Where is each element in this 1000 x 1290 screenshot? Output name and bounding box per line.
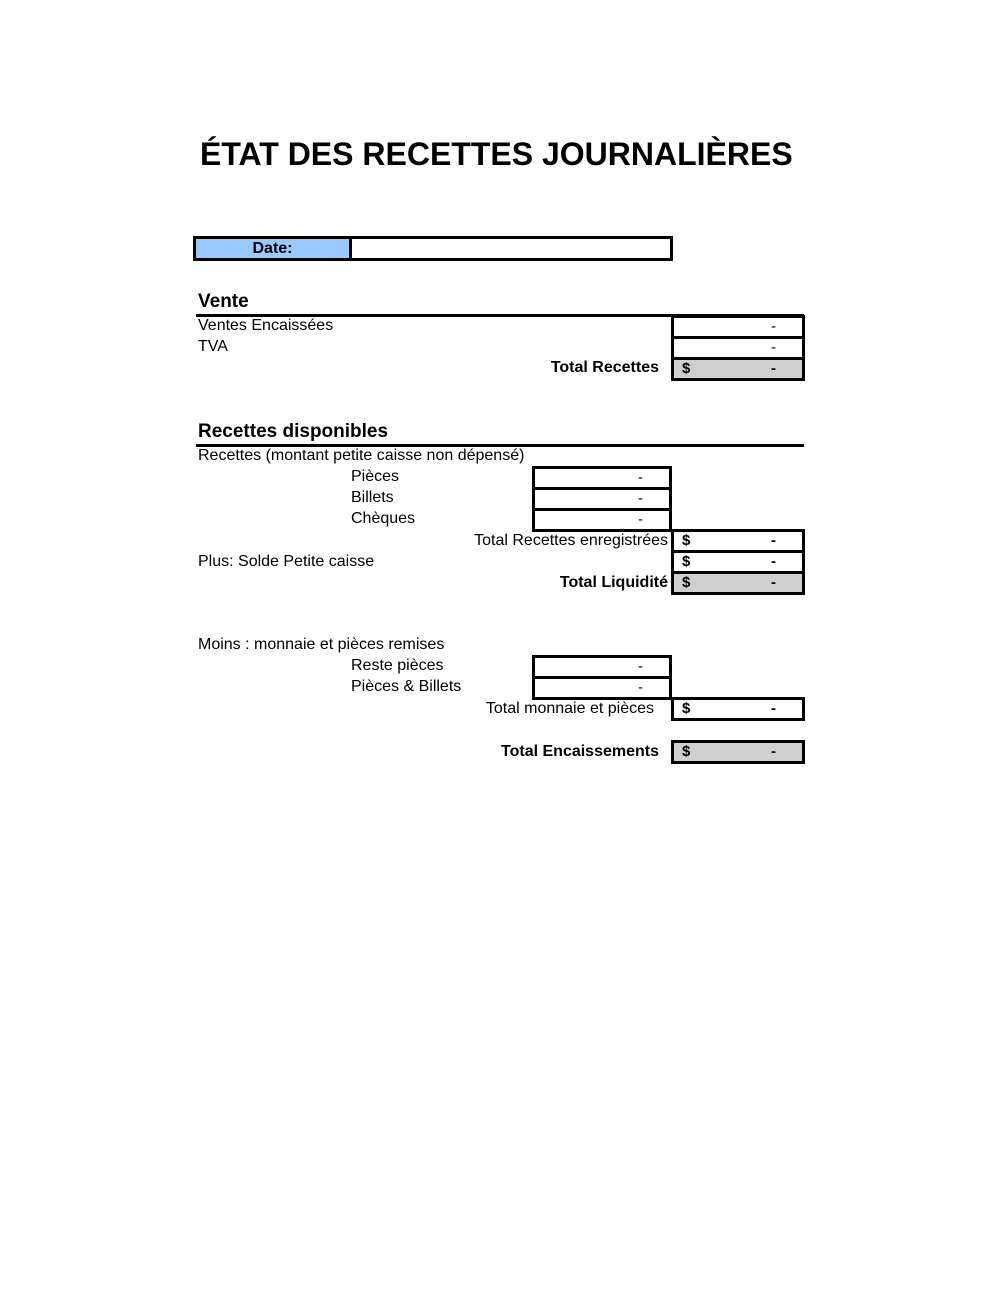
total-liquidite-label: Total Liquidité (559, 574, 668, 591)
total-recettes-field: $ - (671, 357, 805, 381)
recettes-subheading: Recettes (montant petite caisse non dépe… (198, 447, 525, 464)
total-liquidite-field: $ - (671, 571, 805, 595)
value: - (771, 318, 776, 335)
total-encaissements-label: Total Encaissements (501, 743, 659, 760)
cheques-field[interactable]: - (532, 508, 672, 532)
value: - (771, 743, 776, 760)
pieces-label: Pièces (351, 468, 400, 485)
value: - (638, 511, 643, 528)
currency: $ (682, 553, 691, 570)
currency: $ (682, 360, 691, 377)
section-heading-vente: Vente (198, 291, 249, 312)
page-title: ÉTAT DES RECETTES JOURNALIÈRES (200, 136, 793, 172)
value: - (771, 339, 776, 356)
value: - (771, 574, 776, 591)
date-row: Date: (193, 236, 673, 261)
value: - (771, 360, 776, 377)
total-monnaie-label: Total monnaie et pièces (485, 700, 654, 717)
value: - (638, 658, 643, 675)
currency: $ (682, 700, 691, 717)
billets-label: Billets (351, 489, 394, 506)
moins-heading: Moins : monnaie et pièces remises (198, 636, 445, 653)
divider (196, 314, 804, 317)
reste-pieces-label: Reste pièces (351, 657, 444, 674)
total-recettes-label: Total Recettes (550, 359, 659, 376)
total-monnaie-field: $ - (671, 697, 805, 721)
currency: $ (682, 532, 691, 549)
cheques-label: Chèques (351, 510, 416, 527)
total-enregistrees-label: Total Recettes enregistrées (474, 532, 668, 549)
value: - (638, 490, 643, 507)
tva-label: TVA (198, 338, 228, 355)
pieces-billets-label: Pièces & Billets (351, 678, 462, 695)
date-input[interactable] (352, 239, 670, 258)
divider (196, 444, 804, 447)
total-encaissements-field: $ - (671, 740, 805, 764)
pieces-billets-field[interactable]: - (532, 676, 672, 700)
currency: $ (682, 574, 691, 591)
value: - (771, 700, 776, 717)
value: - (771, 553, 776, 570)
value: - (638, 679, 643, 696)
value: - (638, 469, 643, 486)
section-heading-recettes: Recettes disponibles (198, 421, 389, 442)
ventes-encaissees-label: Ventes Encaissées (198, 317, 334, 334)
currency: $ (682, 743, 691, 760)
value: - (771, 532, 776, 549)
date-label: Date: (196, 239, 352, 258)
solde-petite-caisse-label: Plus: Solde Petite caisse (198, 553, 375, 570)
